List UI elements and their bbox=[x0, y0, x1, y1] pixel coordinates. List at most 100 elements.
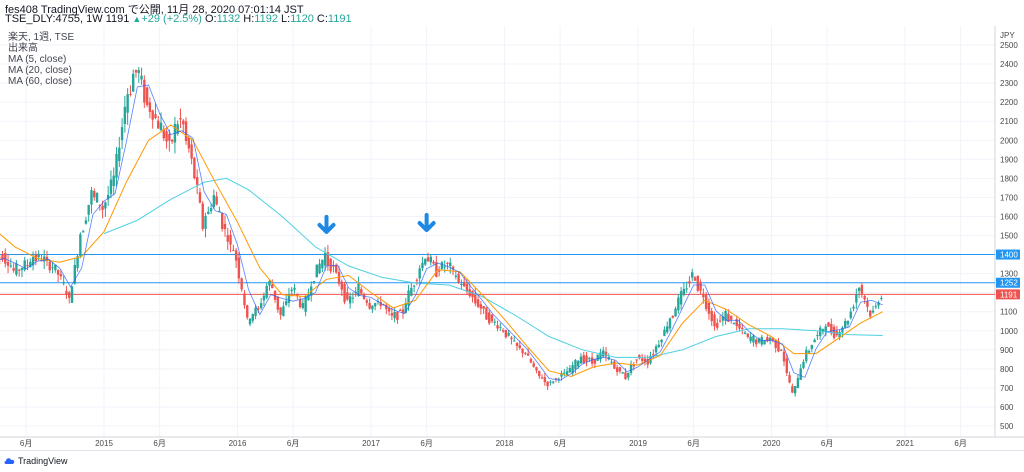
candle-body bbox=[31, 256, 35, 266]
y-tick-label: 800 bbox=[1000, 365, 1014, 374]
price-badge-label: 1191 bbox=[1000, 290, 1018, 299]
candle-body bbox=[407, 290, 410, 306]
candle-body bbox=[337, 272, 341, 284]
candle-body bbox=[70, 286, 74, 303]
candle-body bbox=[504, 329, 508, 338]
candle-body bbox=[84, 220, 88, 224]
candle-body bbox=[323, 252, 327, 266]
candle-body bbox=[251, 314, 254, 321]
candle-body bbox=[688, 281, 691, 284]
candle-body bbox=[346, 292, 349, 300]
candle-body bbox=[713, 314, 716, 327]
ma60-line bbox=[103, 177, 883, 358]
candle-body bbox=[429, 256, 432, 263]
candle-body bbox=[123, 106, 127, 125]
candle-body bbox=[691, 272, 694, 278]
candle-body bbox=[326, 252, 330, 266]
x-axis-labels: 6月 2015 6月 2016 6月 2017 6月 2018 6月 2019 6月 2020 6月 20… bbox=[20, 439, 967, 448]
y-tick-label: 1300 bbox=[1000, 270, 1018, 279]
candle-body bbox=[852, 306, 855, 309]
candle-body bbox=[560, 373, 563, 377]
candle-body bbox=[37, 253, 40, 258]
y-axis-currency-label: JPY bbox=[1000, 31, 1015, 40]
candle-body bbox=[596, 354, 599, 361]
candle-body bbox=[513, 340, 516, 342]
candle-body bbox=[855, 294, 858, 303]
candle-body bbox=[532, 363, 535, 367]
candle-body bbox=[399, 310, 402, 312]
candle-body bbox=[410, 287, 413, 296]
price-chart[interactable]: JPY5006007008009001000110012001300140015… bbox=[0, 26, 1024, 450]
candle-body bbox=[629, 364, 633, 373]
candle-body bbox=[329, 258, 332, 272]
candle-body bbox=[638, 355, 641, 359]
candle-body bbox=[12, 268, 15, 271]
candle-body bbox=[424, 259, 427, 265]
candle-body bbox=[93, 191, 96, 198]
legend-volume[interactable]: 出来高 bbox=[8, 43, 38, 54]
candle-body bbox=[780, 349, 783, 351]
price-badge-1400 bbox=[996, 249, 1020, 260]
candle-body bbox=[259, 303, 263, 309]
candle-body bbox=[195, 177, 199, 185]
candle-body bbox=[454, 275, 458, 277]
candle-body bbox=[48, 261, 51, 271]
candle-body bbox=[321, 259, 324, 269]
candle-body bbox=[510, 337, 513, 339]
candle-body bbox=[312, 281, 316, 283]
candle-body bbox=[204, 215, 207, 229]
candle-body bbox=[824, 326, 827, 332]
candle-body bbox=[373, 303, 377, 307]
candle-body bbox=[257, 308, 260, 310]
candle-body bbox=[318, 263, 321, 274]
x-tick-label: 2015 bbox=[95, 439, 113, 448]
high-value: 1192 bbox=[254, 13, 278, 25]
candle-body bbox=[457, 273, 460, 283]
candle-body bbox=[490, 314, 494, 322]
candle-body bbox=[474, 293, 477, 304]
candle-body bbox=[613, 361, 616, 369]
candle-body bbox=[421, 262, 424, 269]
candle-body bbox=[81, 231, 85, 233]
candle-body bbox=[190, 144, 193, 159]
candle-body bbox=[26, 265, 29, 267]
candle-body bbox=[68, 292, 71, 298]
symbol-quote-line: TSE_DLY:4755, 1W 1191 ▲+29 (+2.5%) O:113… bbox=[5, 13, 352, 25]
y-tick-label: 1500 bbox=[1000, 232, 1018, 241]
candle-body bbox=[529, 358, 533, 363]
candle-body bbox=[538, 370, 541, 377]
candle-body bbox=[145, 87, 149, 106]
candle-body bbox=[120, 127, 124, 141]
candle-body bbox=[207, 211, 210, 214]
candle-body bbox=[237, 257, 241, 279]
candle-body bbox=[599, 352, 602, 360]
candle-body bbox=[774, 339, 777, 349]
candle-body bbox=[593, 359, 597, 364]
price-change: +29 (+2.5%) bbox=[141, 13, 202, 25]
candle-body bbox=[549, 381, 552, 383]
candle-body bbox=[115, 153, 118, 178]
candle-body bbox=[696, 275, 699, 291]
low-label: L: bbox=[281, 13, 291, 25]
down-arrow-icon bbox=[317, 214, 336, 234]
y-tick-label: 900 bbox=[1000, 346, 1014, 355]
legend-ma20[interactable]: MA (20, close) bbox=[8, 65, 72, 76]
legend-symbol[interactable]: 楽天, 1週, TSE bbox=[8, 32, 75, 43]
candle-body bbox=[65, 290, 68, 295]
candle-body bbox=[844, 320, 847, 328]
candle-body bbox=[118, 147, 121, 162]
footer-bar: TradingView bbox=[0, 450, 1024, 472]
candle-body bbox=[654, 346, 658, 353]
candle-body bbox=[184, 121, 188, 141]
candle-body bbox=[635, 359, 638, 361]
candle-body bbox=[98, 204, 102, 206]
y-tick-label: 2300 bbox=[1000, 79, 1018, 88]
candle-body bbox=[43, 256, 46, 262]
candle-body bbox=[426, 257, 430, 262]
tradingview-brand[interactable]: TradingView bbox=[18, 456, 68, 466]
legend-ma5[interactable]: MA (5, close) bbox=[8, 54, 67, 65]
down-arrow-icon bbox=[417, 213, 436, 233]
y-tick-label: 2100 bbox=[1000, 117, 1018, 126]
candle-body bbox=[874, 306, 877, 308]
legend-ma60[interactable]: MA (60, close) bbox=[8, 76, 72, 87]
